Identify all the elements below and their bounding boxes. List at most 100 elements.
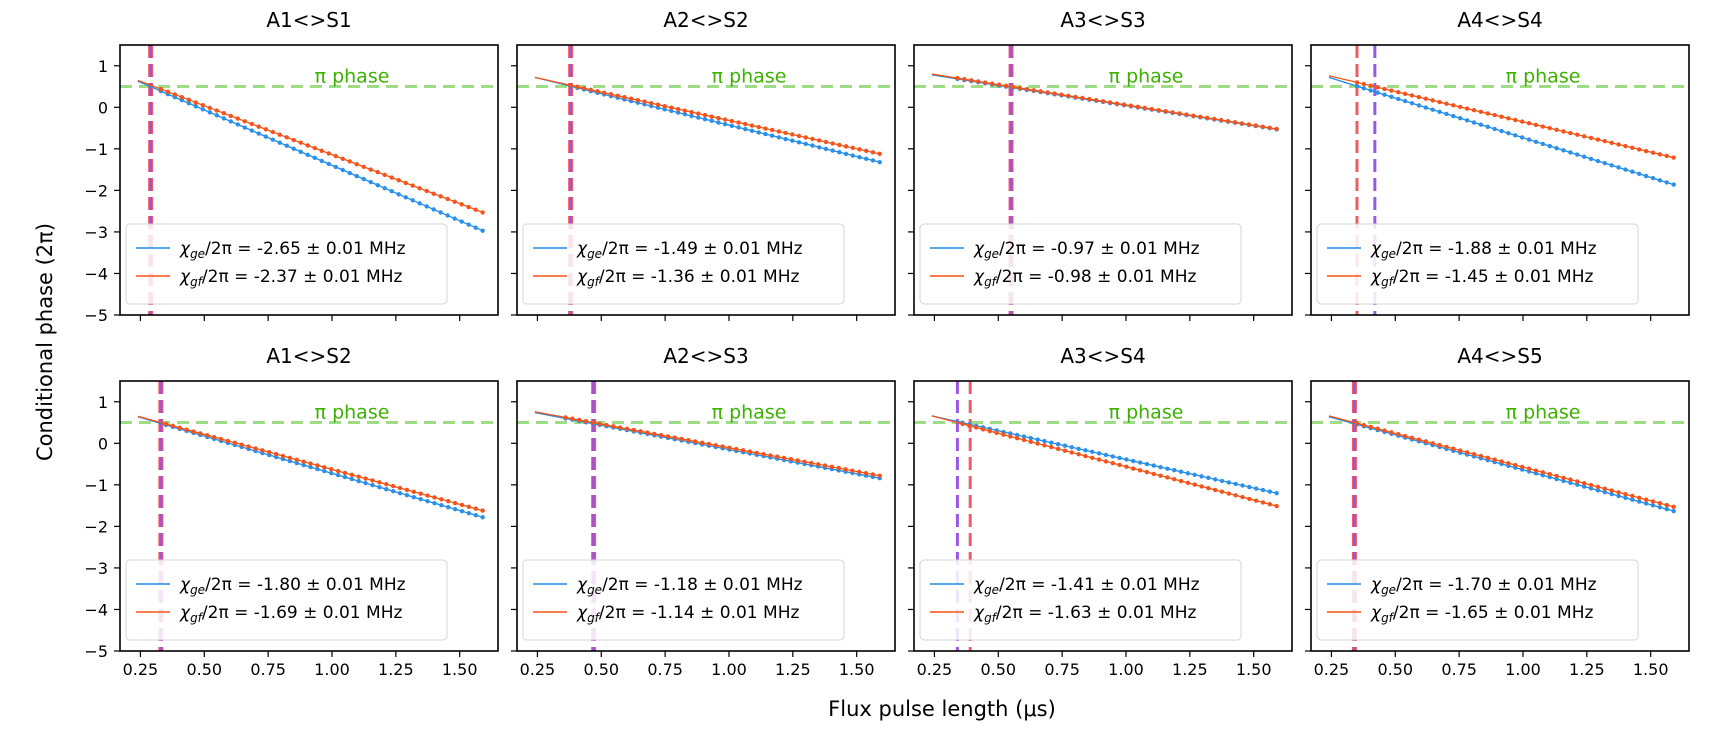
series-ge-point bbox=[1219, 478, 1225, 484]
series-gf-point bbox=[1547, 471, 1552, 477]
series-ge-point bbox=[466, 511, 472, 516]
series-gf-point bbox=[622, 95, 627, 100]
y-tick-label: −5 bbox=[84, 306, 108, 325]
series-ge-point bbox=[1103, 452, 1109, 458]
series-gf-point bbox=[1623, 491, 1628, 497]
series-gf-point bbox=[424, 188, 429, 194]
series-gf-point bbox=[1225, 118, 1231, 124]
series-gf-point bbox=[843, 144, 849, 149]
series-ge-point bbox=[370, 482, 375, 488]
series-ge-point bbox=[480, 228, 485, 233]
legend-box bbox=[125, 223, 448, 305]
series-gf-point bbox=[1059, 92, 1064, 97]
series-gf-point bbox=[466, 204, 471, 210]
series-ge-point bbox=[803, 141, 808, 147]
series-gf-point bbox=[158, 86, 164, 92]
series-gf-point bbox=[1368, 424, 1373, 430]
y-tick-label: −2 bbox=[84, 181, 108, 200]
series-ge-point bbox=[1561, 478, 1566, 484]
series-gf-point bbox=[1643, 148, 1649, 154]
series-gf-point bbox=[1568, 477, 1573, 482]
series-gf-point bbox=[1643, 497, 1649, 502]
series-ge-point bbox=[301, 462, 306, 468]
series-gf-point bbox=[396, 178, 401, 183]
series-ge-point bbox=[410, 198, 415, 203]
series-gf-point bbox=[783, 130, 788, 136]
series-gf-point bbox=[863, 470, 869, 476]
series-ge-point bbox=[837, 150, 842, 155]
series-ge-point bbox=[1069, 445, 1074, 450]
series-gf-point bbox=[1205, 115, 1210, 121]
series-gf-point bbox=[1485, 455, 1490, 461]
series-gf-point bbox=[1506, 461, 1511, 466]
series-gf-point bbox=[172, 92, 178, 97]
series-ge-point bbox=[322, 468, 327, 474]
series-gf-point bbox=[736, 120, 741, 125]
series-ge-point bbox=[689, 113, 694, 119]
series-gf-point bbox=[1437, 442, 1442, 448]
series-gf-point bbox=[1124, 464, 1129, 469]
series-ge-point bbox=[1547, 143, 1552, 149]
series-gf-point bbox=[445, 196, 450, 202]
series-gf-point bbox=[1540, 470, 1546, 475]
series-gf-point bbox=[568, 83, 573, 88]
series-gf-point bbox=[740, 448, 746, 453]
series-gf-point bbox=[877, 151, 882, 157]
series-gf-point bbox=[452, 199, 457, 204]
legend: χge/2π = -1.49 ± 0.01 MHz χgf/2π = -1.36 … bbox=[522, 223, 845, 305]
series-gf-point bbox=[962, 77, 967, 82]
series-gf-point bbox=[335, 468, 341, 474]
series-gf-point bbox=[645, 430, 650, 435]
series-gf-point bbox=[1430, 441, 1435, 446]
series-ge-point bbox=[1233, 481, 1238, 487]
series-gf-point bbox=[1052, 91, 1057, 96]
series-ge-point bbox=[716, 120, 721, 125]
series-gf-point bbox=[870, 150, 876, 155]
series-gf-point bbox=[1158, 473, 1163, 478]
series-gf-point bbox=[363, 476, 368, 481]
series-gf-point bbox=[1184, 112, 1189, 117]
series-gf-point bbox=[1492, 112, 1497, 118]
series-ge-point bbox=[312, 155, 317, 161]
series-ge-point bbox=[333, 164, 338, 170]
series-gf-point bbox=[1274, 503, 1279, 509]
series-ge-point bbox=[864, 156, 869, 162]
series-gf-point bbox=[1368, 83, 1373, 88]
series-gf-point bbox=[1028, 439, 1034, 444]
series-gf-point bbox=[186, 97, 192, 103]
series-ge-point bbox=[315, 466, 320, 472]
series-gf-point bbox=[856, 469, 862, 475]
series-ge-point bbox=[722, 121, 728, 127]
series-ge-point bbox=[179, 98, 185, 103]
series-gf-point bbox=[232, 440, 238, 446]
series-gf-point bbox=[973, 425, 979, 430]
series-gf-point bbox=[734, 446, 739, 452]
series-gf-point bbox=[1178, 478, 1184, 484]
series-gf-point bbox=[706, 441, 712, 447]
series-gf-point bbox=[1471, 451, 1477, 457]
series-gf-point bbox=[1423, 96, 1429, 101]
series-gf-point bbox=[1137, 468, 1143, 473]
legend: χge/2π = -1.70 ± 0.01 MHz χgf/2π = -1.65 … bbox=[1316, 559, 1639, 641]
x-tick-label: 0.25 bbox=[123, 660, 159, 679]
series-gf-point bbox=[1547, 125, 1552, 131]
series-ge-point bbox=[1213, 477, 1218, 482]
series-gf-point bbox=[982, 80, 988, 85]
series-gf-point bbox=[1396, 432, 1401, 437]
series-gf-point bbox=[669, 105, 674, 110]
series-ge-point bbox=[214, 113, 220, 118]
series-ge-point bbox=[1110, 454, 1115, 459]
series-ge-point bbox=[411, 494, 417, 500]
series-gf-point bbox=[989, 81, 995, 86]
series-gf-point bbox=[218, 436, 224, 442]
series-gf-point bbox=[1100, 99, 1106, 104]
series-ge-point bbox=[1062, 443, 1068, 448]
series-gf-point bbox=[1423, 439, 1429, 444]
series-gf-point bbox=[1069, 450, 1074, 455]
series-gf-point bbox=[1096, 457, 1102, 462]
series-gf-point bbox=[200, 102, 206, 108]
series-gf-point bbox=[1664, 153, 1669, 159]
series-ge-point bbox=[1595, 488, 1601, 493]
x-tick-label: 1.00 bbox=[1108, 660, 1144, 679]
series-ge-point bbox=[377, 484, 382, 490]
